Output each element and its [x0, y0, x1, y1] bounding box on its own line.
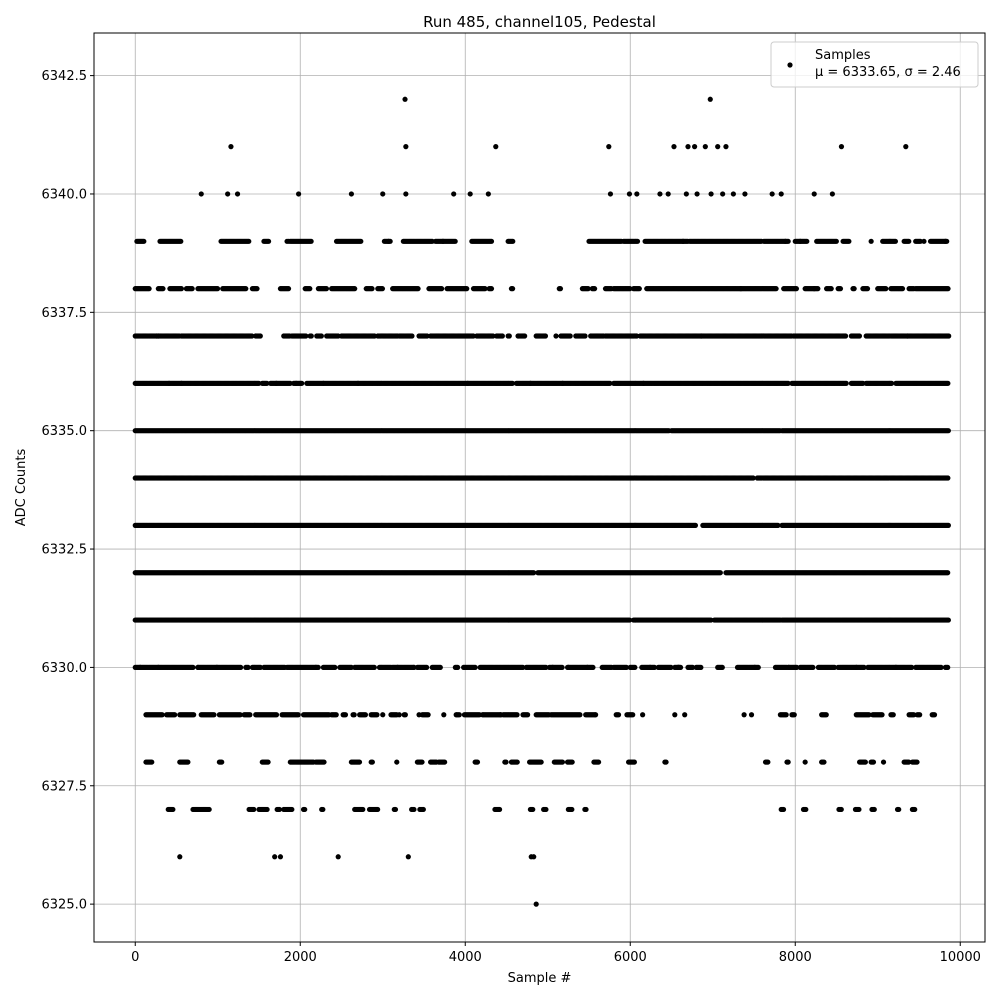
data-point: [773, 286, 779, 292]
data-point: [634, 238, 641, 244]
data-point: [636, 286, 642, 292]
data-points: [132, 96, 952, 907]
data-point: [945, 428, 951, 434]
data-point: [299, 380, 305, 386]
data-point: [265, 238, 272, 244]
data-point: [307, 286, 313, 292]
data-point: [846, 238, 852, 244]
data-point: [308, 238, 314, 244]
data-point: [892, 238, 899, 244]
data-point: [379, 286, 386, 292]
data-point: [804, 238, 810, 244]
data-point: [945, 380, 951, 386]
data-point: [452, 238, 458, 244]
data-point: [488, 238, 495, 244]
data-point: [214, 286, 221, 292]
data-point: [946, 333, 952, 339]
data-point: [542, 333, 549, 339]
data-point: [842, 333, 849, 339]
data-point: [369, 286, 375, 292]
data-point: [178, 286, 185, 292]
data-point: [582, 333, 588, 339]
data-point: [243, 286, 249, 292]
data-point: [482, 286, 488, 292]
data-point: [864, 286, 871, 292]
data-point: [257, 333, 263, 339]
data-point: [246, 238, 252, 244]
data-point: [409, 333, 415, 339]
data-point: [945, 475, 951, 481]
data-point: [439, 286, 445, 292]
data-point: [303, 333, 309, 339]
data-point: [522, 333, 528, 339]
data-point: [899, 286, 906, 292]
data-point: [856, 333, 863, 339]
data-point: [490, 333, 496, 339]
data-point: [308, 333, 314, 339]
data-point: [464, 286, 470, 292]
data-point: [945, 522, 951, 528]
data-point: [141, 238, 147, 244]
data-point: [945, 286, 951, 292]
data-point: [692, 522, 699, 528]
data-point: [557, 286, 564, 292]
data-point: [945, 570, 951, 576]
data-point: [837, 286, 844, 292]
data-point: [843, 380, 849, 386]
data-point: [828, 286, 834, 292]
data-point: [627, 286, 633, 292]
data-point: [793, 286, 800, 292]
data-point: [178, 238, 184, 244]
data-point: [415, 286, 421, 292]
data-point: [254, 286, 260, 292]
data-point: [506, 333, 512, 339]
data-point: [352, 286, 358, 292]
data-point: [851, 286, 857, 292]
data-point: [567, 333, 573, 339]
data-point: [883, 286, 889, 292]
data-point: [592, 286, 598, 292]
data-point: [285, 286, 292, 292]
data-point: [717, 570, 723, 576]
data-point: [917, 238, 923, 244]
data-point: [189, 286, 195, 292]
data-point: [510, 238, 516, 244]
data-point: [815, 286, 821, 292]
data-point: [488, 286, 495, 292]
data-point: [323, 286, 330, 292]
data-point: [318, 333, 324, 339]
data-point: [146, 286, 152, 292]
data-point: [833, 238, 839, 244]
data-point: [510, 286, 516, 292]
data-point: [358, 238, 364, 244]
data-point: [585, 286, 591, 292]
data-point: [160, 286, 166, 292]
data-point: [906, 238, 912, 244]
data-point: [499, 333, 505, 339]
data-point: [249, 333, 255, 339]
